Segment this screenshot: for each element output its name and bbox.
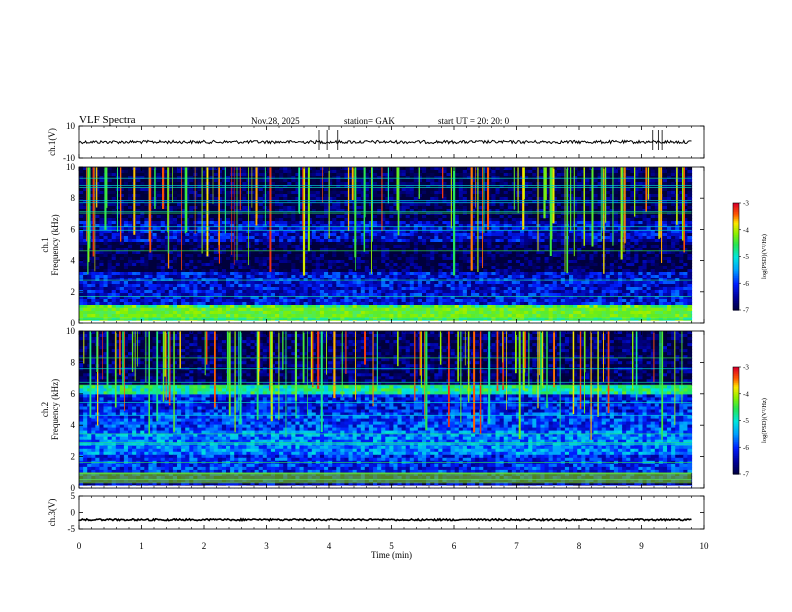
panel-frame-3 bbox=[78, 495, 705, 530]
x-tick-label-7: 7 bbox=[514, 541, 519, 551]
start-time-label: start UT = 20: 20: 0 bbox=[438, 116, 510, 126]
y-tick-label-1: 0 bbox=[71, 318, 76, 328]
colorbar-tick-label-1: -3 bbox=[743, 200, 749, 208]
x-tick-label-3: 3 bbox=[264, 541, 269, 551]
waveform-trace-0 bbox=[78, 139, 692, 145]
waveform-trace-3 bbox=[78, 517, 692, 523]
y-tick-label-1: 2 bbox=[71, 287, 76, 297]
colorbar-tick-label-1: -5 bbox=[743, 253, 749, 261]
x-tick-label-2: 2 bbox=[202, 541, 207, 551]
colorbar-tick-label-2: -4 bbox=[743, 390, 749, 398]
spectrogram-image-2 bbox=[79, 331, 693, 489]
y-tick-label-1: 10 bbox=[66, 162, 76, 172]
colorbar-tick-label-2: -6 bbox=[743, 444, 749, 452]
colorbar-tick-label-2: -3 bbox=[743, 364, 749, 372]
colorbar-tick-label-2: -5 bbox=[743, 417, 749, 425]
y-axis-label-3: ch.3(V) bbox=[47, 499, 57, 527]
x-axis-label: Time (min) bbox=[371, 550, 412, 560]
colorbar-tick-label-2: -7 bbox=[743, 471, 749, 479]
y-tick-label-0: 10 bbox=[66, 121, 76, 131]
y-axis-label-1-a: ch.1 bbox=[40, 237, 50, 252]
colorbar-tick-label-1: -7 bbox=[743, 307, 749, 315]
spectrogram-image-1 bbox=[79, 167, 693, 324]
y-tick-label-1: 8 bbox=[71, 193, 76, 203]
x-tick-label-9: 9 bbox=[639, 541, 644, 551]
y-axis-label-2-b: Frequency (kHz) bbox=[50, 379, 60, 440]
y-tick-label-3: -5 bbox=[68, 524, 76, 534]
y-tick-label-3: 5 bbox=[71, 491, 76, 501]
colorbar-tick-label-1: -4 bbox=[743, 226, 749, 234]
x-tick-label-0: 0 bbox=[77, 541, 82, 551]
y-tick-label-2: 10 bbox=[66, 326, 76, 336]
colorbar-1 bbox=[733, 203, 739, 311]
y-tick-label-2: 0 bbox=[71, 483, 76, 493]
y-axis-label-2-a: ch.2 bbox=[40, 402, 50, 417]
x-tick-label-4: 4 bbox=[327, 541, 332, 551]
y-tick-label-0: -10 bbox=[63, 153, 75, 163]
y-tick-label-3: 0 bbox=[71, 508, 76, 518]
x-tick-label-1: 1 bbox=[139, 541, 144, 551]
x-tick-label-6: 6 bbox=[452, 541, 457, 551]
y-axis-label-0: ch.1(V) bbox=[47, 128, 57, 156]
chart-title: VLF Spectra bbox=[79, 114, 136, 126]
x-tick-label-8: 8 bbox=[577, 541, 582, 551]
colorbar-label-1: log(PSD)(V²/Hz) bbox=[761, 234, 768, 279]
colorbar-2 bbox=[733, 367, 739, 475]
y-tick-label-2: 6 bbox=[71, 389, 76, 399]
x-tick-label-10: 10 bbox=[700, 541, 710, 551]
station-label: station= GAK bbox=[344, 116, 395, 126]
y-tick-label-1: 4 bbox=[71, 256, 76, 266]
y-tick-label-2: 4 bbox=[71, 420, 76, 430]
colorbar-label-2: log(PSD)(V²/Hz) bbox=[761, 398, 768, 443]
x-tick-label-5: 5 bbox=[389, 541, 394, 551]
y-tick-label-2: 8 bbox=[71, 357, 76, 367]
y-tick-label-1: 6 bbox=[71, 224, 76, 234]
date-label: Nov.28, 2025 bbox=[251, 116, 300, 126]
colorbar-tick-label-1: -6 bbox=[743, 280, 749, 288]
y-tick-label-2: 2 bbox=[71, 452, 76, 462]
y-axis-label-1-b: Frequency (kHz) bbox=[50, 214, 60, 275]
